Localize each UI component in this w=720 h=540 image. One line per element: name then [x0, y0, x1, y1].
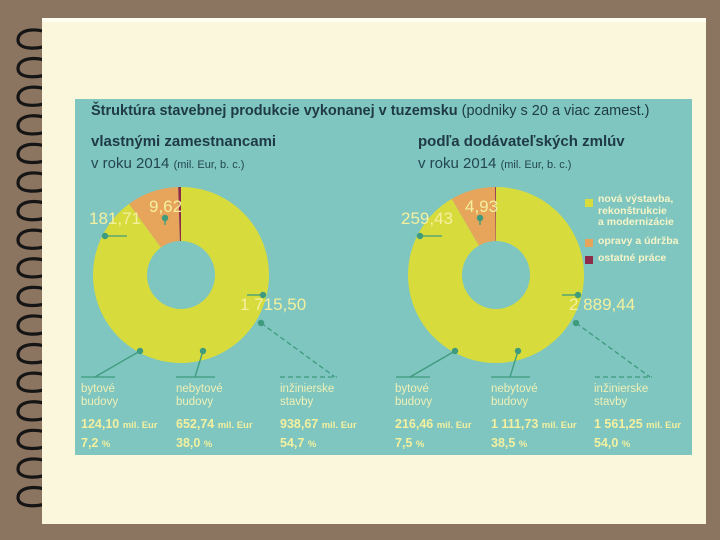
chart-1-slice-other [178, 187, 181, 242]
chart-2-breakdown-label-civil: inžinierske stavby [594, 383, 649, 408]
chart-2-breakdown-amount-civil: 1 561,25 mil. Eur [594, 417, 681, 431]
chart-1-marker-repair [101, 232, 109, 240]
chart-2-slice-other [495, 187, 496, 242]
chart-1-slice-repair [129, 187, 180, 248]
chart-1-marker-other [161, 214, 169, 222]
chart-2-marker-residential [451, 347, 459, 355]
chart-2-marker-repair [416, 232, 424, 240]
legend-swatch-repair [585, 239, 593, 247]
chart-2-leader-civil [575, 322, 651, 378]
chart-2-label-new: 2 889,44 [569, 295, 636, 314]
chart-2-breakdown-pct-residential: 7,5 % [395, 436, 425, 450]
chart-1-breakdown-pct-residential: 7,2 % [81, 436, 111, 450]
chart-1-breakdown-pct-civil: 54,7 % [280, 436, 317, 450]
chart-1-marker-civil [257, 319, 265, 327]
chart-2-marker-nonresidential [514, 347, 522, 355]
chart-1-heading: vlastnými zamestnancami [91, 133, 277, 150]
legend-swatch-new [585, 199, 593, 207]
chart-1-breakdown-amount-civil: 938,67 mil. Eur [280, 417, 357, 431]
chart-2-leader-nonresidential [509, 350, 519, 378]
chart-1-breakdown-pct-nonresidential: 38,0 % [176, 436, 213, 450]
donut-charts [81, 187, 652, 378]
chart-1-marker-new [259, 291, 267, 299]
chart-2-marker-other [476, 214, 484, 222]
chart-1-label-new: 1 715,50 [240, 295, 307, 314]
chart-1-leader-civil [260, 322, 336, 378]
chart-1-breakdown-label-civil: inžinierske stavby [280, 383, 335, 408]
chart-1-breakdown-label-residential: bytové budovy [81, 383, 119, 408]
chart-2-marker-new [574, 291, 582, 299]
legend-label-new: nová výstavba, rekonštrukcie a modernizá… [598, 193, 674, 228]
chart-1-subheading: v roku 2014 (mil. Eur, b. c.) [91, 155, 245, 172]
chart-1-breakdown-label-nonresidential: nebytové budovy [176, 383, 223, 408]
chart-2-breakdown-amount-nonresidential: 1 111,73 mil. Eur [491, 417, 577, 431]
chart-1-leader-residential [94, 350, 141, 378]
chart-1-marker-nonresidential [199, 347, 207, 355]
legend-label-other: ostatné práce [598, 252, 667, 264]
chart-1-label-repair: 181,71 [89, 209, 141, 228]
legend-swatch-other [585, 256, 593, 264]
infographic-panel: Štruktúra stavebnej produkcie vykonanej … [75, 99, 692, 455]
infographic-title: Štruktúra stavebnej produkcie vykonanej … [91, 103, 650, 119]
chart-2-breakdown-label-nonresidential: nebytové budovy [491, 383, 538, 408]
chart-2-breakdown-pct-civil: 54,0 % [594, 436, 631, 450]
chart-2-slice-repair [451, 187, 496, 246]
chart-2-heading: podľa dodávateľských zmlúv [418, 133, 625, 150]
chart-1-marker-residential [136, 347, 144, 355]
chart-2-label-repair: 259,43 [401, 209, 453, 228]
chart-2-label-other: 4,93 [465, 197, 499, 216]
chart-1-breakdown-amount-residential: 124,10 mil. Eur [81, 417, 158, 431]
chart-2-breakdown-label-residential: bytové budovy [395, 383, 433, 408]
chart-2-marker-civil [572, 319, 580, 327]
chart-1-slice-new [92, 187, 269, 363]
chart-1-breakdown-amount-nonresidential: 652,74 mil. Eur [176, 417, 253, 431]
chart-2-breakdown-pct-nonresidential: 38,5 % [491, 436, 528, 450]
chart-2-slice-new [408, 187, 584, 363]
chart-1-leader-nonresidential [194, 350, 204, 378]
legend-label-repair: opravy a údržba [598, 235, 679, 247]
chart-2-leader-residential [409, 350, 456, 378]
chart-1-label-other: 9,62 [149, 197, 183, 216]
chart-2-subheading: v roku 2014 (mil. Eur, b. c.) [418, 155, 572, 172]
chart-2-breakdown-amount-residential: 216,46 mil. Eur [395, 417, 472, 431]
